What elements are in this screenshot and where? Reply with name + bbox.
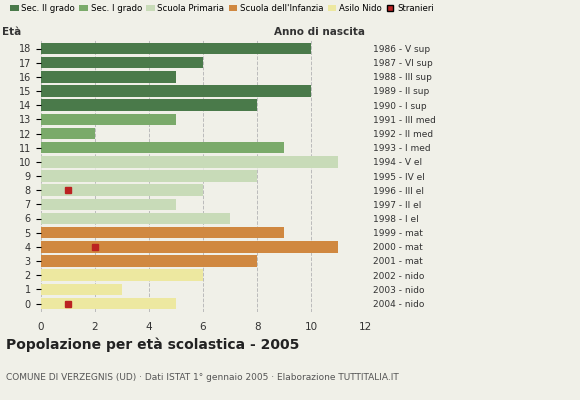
Bar (41, 156, 338, 168)
Bar (41, 227, 284, 238)
Text: COMUNE DI VERZEGNIS (UD) · Dati ISTAT 1° gennaio 2005 · Elaborazione TUTTITALIA.: COMUNE DI VERZEGNIS (UD) · Dati ISTAT 1°… (6, 373, 398, 382)
Bar (41, 128, 95, 139)
Bar (41, 114, 176, 125)
Bar (41, 170, 257, 182)
Text: Popolazione per età scolastica - 2005: Popolazione per età scolastica - 2005 (6, 338, 299, 352)
Bar (41, 57, 203, 68)
Bar (41, 85, 311, 97)
Bar (41, 255, 257, 267)
Bar (41, 43, 311, 54)
Bar (41, 241, 338, 253)
Legend: Sec. II grado, Sec. I grado, Scuola Primaria, Scuola dell'Infanzia, Asilo Nido, : Sec. II grado, Sec. I grado, Scuola Prim… (10, 4, 434, 13)
Bar (41, 213, 230, 224)
Bar (41, 298, 176, 309)
Bar (41, 198, 176, 210)
Bar (41, 184, 203, 196)
Bar (41, 284, 122, 295)
Bar (41, 99, 257, 111)
Text: Anno di nascita: Anno di nascita (274, 27, 365, 37)
Bar (41, 269, 203, 281)
Bar (41, 71, 176, 83)
Text: Età: Età (2, 27, 21, 37)
Bar (41, 142, 284, 154)
